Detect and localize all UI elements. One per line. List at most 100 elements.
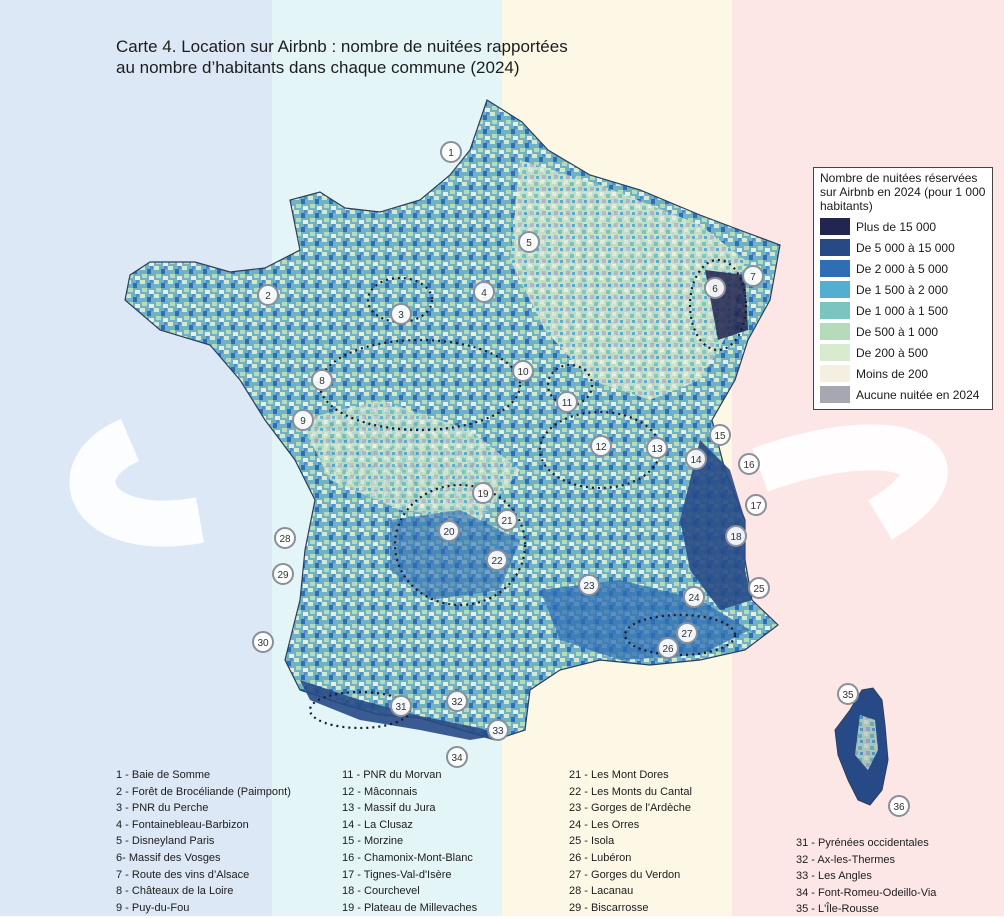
- place-marker-circle: [738, 453, 760, 475]
- place-marker-number: 32: [451, 697, 463, 708]
- place-marker-1: 1: [440, 141, 462, 163]
- place-list-item: 8 - Châteaux de la Loire: [116, 885, 234, 898]
- place-marker-number: 1: [448, 148, 454, 159]
- place-marker-number: 3: [398, 310, 404, 321]
- place-marker-number: 4: [481, 288, 487, 299]
- legend-label: Moins de 200: [856, 366, 929, 381]
- place-marker-number: 21: [501, 516, 513, 527]
- place-marker-number: 2: [265, 291, 271, 302]
- place-marker-number: 30: [257, 638, 269, 649]
- legend-rows: Plus de 15 000 De 5 000 à 15 000 De 2 000 …: [820, 216, 986, 405]
- place-marker-circle: [311, 369, 333, 391]
- place-marker-circle: [646, 437, 668, 459]
- place-marker-circle: [438, 520, 460, 542]
- place-marker-19: 19: [472, 482, 494, 504]
- place-list-item: 27 - Gorges du Verdon: [569, 868, 681, 881]
- place-list-item: 22 - Les Monts du Cantal: [569, 785, 692, 798]
- places-list-col2: 11 - PNR du Morvan 12 - Mâconnais 13 - Mas…: [342, 767, 477, 916]
- place-marker-number: 27: [681, 629, 693, 640]
- legend-label: De 200 à 500: [856, 345, 929, 360]
- place-marker-15: 15: [709, 424, 731, 446]
- place-marker-number: 22: [491, 556, 503, 567]
- place-marker-number: 10: [517, 367, 529, 378]
- legend-swatch: [820, 239, 850, 256]
- place-marker-32: 32: [446, 690, 468, 712]
- legend-swatch: [820, 218, 850, 235]
- place-list-item: 31 - Pyrénées occidentales: [796, 837, 929, 849]
- place-marker-circle: [473, 281, 495, 303]
- place-marker-circle: [725, 525, 747, 547]
- legend-item: De 5 000 à 15 000: [820, 237, 986, 258]
- legend-label: De 1 000 à 1 500: [856, 303, 949, 318]
- place-marker-number: 36: [893, 802, 905, 813]
- legend-label: De 500 à 1 000: [856, 324, 939, 339]
- place-marker-number: 6: [712, 284, 718, 295]
- place-list-item: 32 - Ax-les-Thermes: [796, 853, 896, 866]
- place-marker-17: 17: [745, 494, 767, 516]
- place-marker-number: 24: [688, 593, 700, 604]
- place-marker-circle: [390, 303, 412, 325]
- place-list-item: 21 - Les Mont Dores: [569, 769, 669, 781]
- place-list-item: 23 - Gorges de l'Ardèche: [569, 802, 691, 815]
- place-marker-11: 11: [556, 391, 578, 413]
- center-light-zone: [300, 400, 520, 520]
- place-marker-number: 16: [743, 460, 755, 471]
- place-list-item: 7 - Route des vins d’Alsace: [116, 868, 250, 881]
- place-marker-30: 30: [252, 631, 274, 653]
- place-marker-number: 7: [750, 272, 756, 283]
- pyrenees-dark-zone: [300, 680, 500, 740]
- place-marker-34: 34: [446, 746, 468, 768]
- place-marker-26: 26: [657, 637, 679, 659]
- places-list-col1: 1 - Baie de Somme 2 - Forêt de Brocéliand…: [116, 767, 291, 916]
- place-marker-circle: [446, 690, 468, 712]
- place-list-item: 14 - La Clusaz: [342, 818, 413, 831]
- legend-item: De 1 000 à 1 500: [820, 300, 986, 321]
- place-marker-circle: [274, 527, 296, 549]
- place-marker-28: 28: [274, 527, 296, 549]
- map-title-line1: Carte 4. Location sur Airbnb : nombre de…: [116, 37, 568, 56]
- place-marker-circle: [486, 549, 508, 571]
- place-marker-5: 5: [518, 231, 540, 253]
- place-list-item: 35 - L'Île-Rousse: [796, 903, 879, 916]
- decorative-swoosh: [69, 418, 948, 547]
- alps-dark-zone: [680, 440, 752, 610]
- legend-item: De 200 à 500: [820, 342, 986, 363]
- place-marker-circle: [888, 795, 910, 817]
- place-marker-23: 23: [578, 574, 600, 596]
- place-marker-circle: [683, 586, 705, 608]
- place-list-item: 17 - Tignes-Val-d'Isère: [342, 868, 452, 881]
- place-marker-4: 4: [473, 281, 495, 303]
- place-marker-25: 25: [748, 577, 770, 599]
- place-marker-7: 7: [742, 265, 764, 287]
- place-marker-22: 22: [486, 549, 508, 571]
- place-marker-number: 29: [277, 570, 289, 581]
- place-marker-13: 13: [646, 437, 668, 459]
- place-marker-number: 20: [443, 527, 455, 538]
- place-marker-24: 24: [683, 586, 705, 608]
- place-marker-number: 23: [583, 581, 595, 592]
- place-marker-33: 33: [487, 719, 509, 741]
- place-marker-3: 3: [390, 303, 412, 325]
- place-list-item: 16 - Chamonix-Mont-Blanc: [342, 851, 473, 864]
- northeast-light-zone: [510, 160, 745, 400]
- place-marker-14: 14: [685, 448, 707, 470]
- legend-item: Aucune nuitée en 2024: [820, 384, 986, 405]
- place-marker-31: 31: [390, 695, 412, 717]
- place-marker-number: 15: [714, 431, 726, 442]
- place-marker-circle: [440, 141, 462, 163]
- place-marker-circle: [748, 577, 770, 599]
- place-marker-8: 8: [311, 369, 333, 391]
- place-list-item: 34 - Font-Romeu-Odeillo-Via: [796, 886, 937, 899]
- place-marker-35: 35: [837, 683, 859, 705]
- place-marker-circle: [487, 719, 509, 741]
- legend-swatch: [820, 302, 850, 319]
- place-marker-16: 16: [738, 453, 760, 475]
- corsica-light-interior: [855, 715, 878, 770]
- place-marker-circle: [837, 683, 859, 705]
- place-marker-circle: [685, 448, 707, 470]
- place-marker-number: 26: [662, 644, 674, 655]
- place-list-item: 33 - Les Angles: [796, 870, 872, 883]
- place-list-item: 5 - Disneyland Paris: [116, 835, 215, 848]
